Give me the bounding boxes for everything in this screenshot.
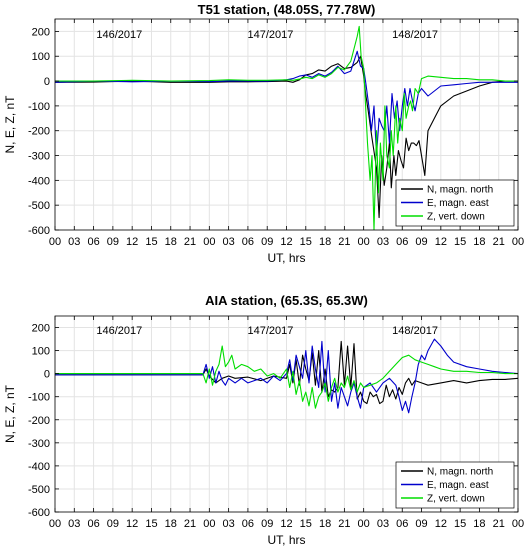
x-tick-label: 09 (107, 518, 119, 530)
legend-label: N, magn. north (427, 467, 493, 478)
x-tick-label: 18 (165, 518, 177, 530)
legend-label: E, magn. east (427, 198, 489, 209)
x-axis-label: UT, hrs (267, 251, 305, 265)
x-tick-label: 06 (87, 236, 99, 248)
y-tick-label: -300 (28, 151, 50, 163)
day-label: 147/2017 (247, 325, 293, 337)
y-tick-label: 100 (32, 346, 50, 358)
x-tick-label: 06 (396, 518, 408, 530)
legend-label: Z, vert. down (427, 494, 485, 505)
x-tick-label: 15 (300, 236, 312, 248)
x-tick-label: 18 (319, 518, 331, 530)
y-tick-label: -600 (28, 507, 50, 519)
series-line-e (55, 50, 518, 157)
x-tick-label: 03 (68, 236, 80, 248)
legend-label: Z, vert. down (427, 212, 485, 223)
y-tick-label: -400 (28, 175, 50, 187)
x-tick-label: 03 (223, 518, 235, 530)
series-line-e (55, 338, 518, 414)
x-tick-label: 21 (338, 518, 350, 530)
x-tick-label: 00 (203, 518, 215, 530)
x-tick-label: 00 (203, 236, 215, 248)
chart-title: T51 station, (48.05S, 77.78W) (198, 2, 376, 17)
x-tick-label: 12 (126, 518, 138, 530)
y-tick-label: -200 (28, 126, 50, 138)
y-tick-label: -300 (28, 438, 50, 450)
series-line-n (55, 340, 518, 405)
y-tick-label: -400 (28, 461, 50, 473)
x-tick-label: 15 (300, 518, 312, 530)
x-tick-label: 09 (107, 236, 119, 248)
x-tick-label: 09 (415, 518, 427, 530)
day-label: 146/2017 (96, 325, 142, 337)
x-tick-label: 06 (242, 236, 254, 248)
x-tick-label: 21 (493, 236, 505, 248)
y-tick-label: 200 (32, 26, 50, 38)
y-tick-label: -100 (28, 101, 50, 113)
series-line-n (55, 55, 518, 219)
x-tick-label: 03 (377, 236, 389, 248)
y-tick-label: -100 (28, 392, 50, 404)
y-tick-label: 100 (32, 51, 50, 63)
x-tick-label: 18 (319, 236, 331, 248)
x-tick-label: 09 (415, 236, 427, 248)
x-tick-label: 00 (512, 236, 524, 248)
series-line-z (55, 345, 518, 409)
x-tick-label: 03 (223, 236, 235, 248)
legend-label: E, magn. east (427, 480, 489, 491)
y-tick-label: 200 (32, 323, 50, 335)
y-tick-label: -200 (28, 415, 50, 427)
x-tick-label: 12 (435, 518, 447, 530)
x-tick-label: 06 (87, 518, 99, 530)
x-tick-label: 00 (358, 236, 370, 248)
y-tick-label: 0 (44, 76, 50, 88)
series-line-z (55, 25, 518, 230)
x-tick-label: 06 (242, 518, 254, 530)
x-tick-label: 03 (377, 518, 389, 530)
legend-label: N, magn. north (427, 185, 493, 196)
x-tick-label: 00 (49, 518, 61, 530)
day-label: 148/2017 (392, 325, 438, 337)
x-tick-label: 21 (184, 518, 196, 530)
x-tick-label: 15 (145, 236, 157, 248)
x-tick-label: 12 (280, 518, 292, 530)
chart-title: AIA station, (65.3S, 65.3W) (205, 293, 368, 308)
day-label: 148/2017 (392, 29, 438, 41)
y-axis-label: N, E, Z, nT (3, 95, 17, 154)
y-tick-label: -500 (28, 200, 50, 212)
x-tick-label: 18 (473, 518, 485, 530)
x-tick-label: 15 (454, 518, 466, 530)
y-axis-label: N, E, Z, nT (3, 384, 17, 443)
x-tick-label: 18 (473, 236, 485, 248)
x-tick-label: 00 (49, 236, 61, 248)
x-tick-label: 18 (165, 236, 177, 248)
y-tick-label: -600 (28, 225, 50, 237)
x-tick-label: 00 (358, 518, 370, 530)
day-label: 147/2017 (247, 29, 293, 41)
x-tick-label: 21 (184, 236, 196, 248)
x-tick-label: 12 (126, 236, 138, 248)
x-axis-label: UT, hrs (267, 533, 305, 547)
x-tick-label: 03 (68, 518, 80, 530)
x-tick-label: 09 (261, 518, 273, 530)
x-tick-label: 06 (396, 236, 408, 248)
x-tick-label: 12 (280, 236, 292, 248)
x-tick-label: 09 (261, 236, 273, 248)
day-label: 146/2017 (96, 29, 142, 41)
x-tick-label: 21 (493, 518, 505, 530)
x-tick-label: 00 (512, 518, 524, 530)
y-tick-label: 0 (44, 369, 50, 381)
y-tick-label: -500 (28, 484, 50, 496)
x-tick-label: 15 (145, 518, 157, 530)
x-tick-label: 15 (454, 236, 466, 248)
x-tick-label: 21 (338, 236, 350, 248)
x-tick-label: 12 (435, 236, 447, 248)
